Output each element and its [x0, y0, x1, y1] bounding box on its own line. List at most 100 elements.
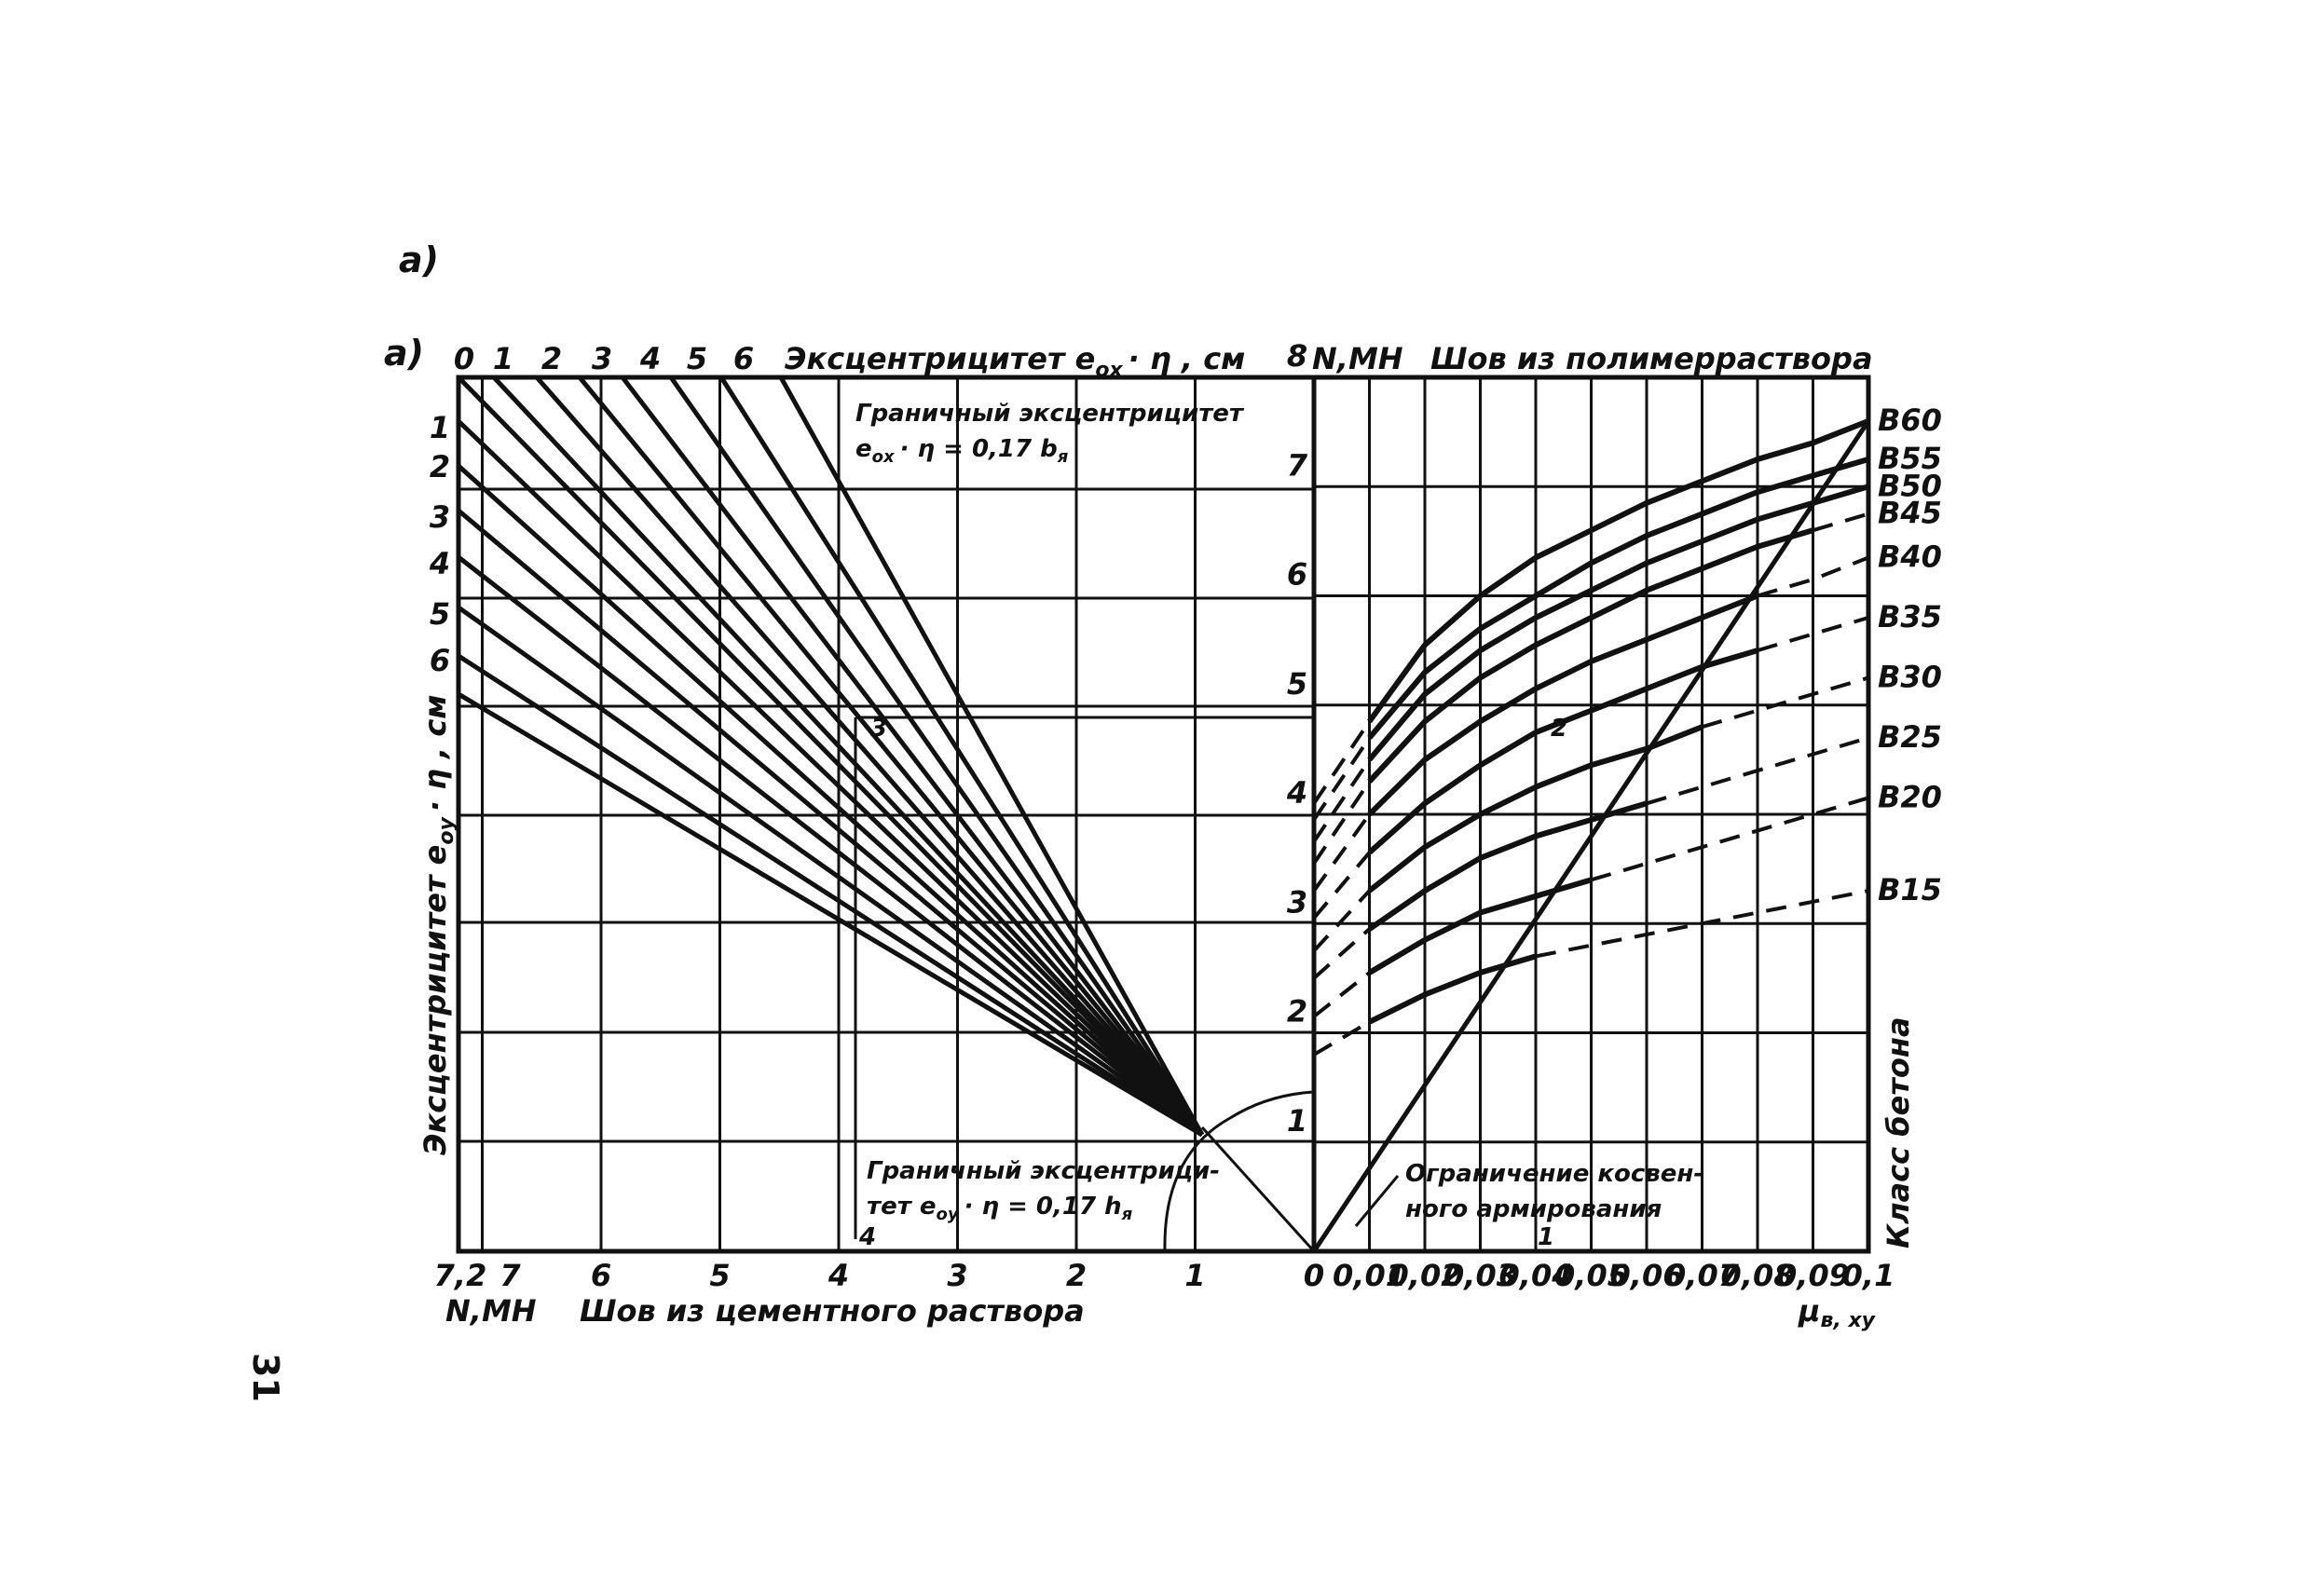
left-ray-top-1 [492, 375, 1204, 1137]
left-ray-top-6 [718, 375, 1205, 1137]
annotation-limit-line2: ного армирования [1405, 1195, 1662, 1223]
top-right-title: Шов из полимерраствора [1430, 341, 1873, 376]
bottom-right-unit-sub: в, ху [1821, 1309, 1877, 1332]
top-left-axis-title-sub: ox [1095, 359, 1123, 382]
right-x-tick-label: 0,02 [1389, 1258, 1462, 1293]
right-y-tick-label: 2 [1287, 994, 1307, 1030]
series-B35-solid [1367, 648, 1758, 855]
series-label-B45: B45 [1878, 496, 1942, 531]
right-x-tick-label: 0 [1304, 1258, 1324, 1293]
series-label-B35: B35 [1878, 599, 1942, 634]
left-boundary-arc [1163, 1090, 1315, 1252]
left-ray-side-3 [457, 555, 1204, 1137]
left-side-tick-label: 3 [430, 499, 450, 535]
top-left-axis-title: Эксцентрицитет eox · η , см [785, 341, 1245, 382]
series-B20-dashed-end [1590, 796, 1869, 882]
annotation-boundary-y-sub2: я [1121, 1205, 1133, 1224]
annotation-boundary-x-sub2: я [1057, 447, 1069, 467]
right-y-tick-label: 1 [1287, 1103, 1307, 1139]
left-top-tick-label: 4 [639, 341, 661, 376]
marker-2: 2 [1551, 715, 1567, 743]
series-B40-dashed-end [1757, 555, 1869, 598]
left-top-tick-label: 2 [541, 341, 562, 376]
series-B35-dashed-start [1312, 851, 1372, 920]
bottom-left-title: Шов из цементного раствора [580, 1293, 1085, 1329]
series-B50-dashed-start [1312, 758, 1372, 843]
right-x-tick-label: 0,06 [1610, 1258, 1684, 1293]
bottom-right-unit-main: μ [1798, 1293, 1821, 1329]
series-B30-dashed-start [1312, 889, 1371, 952]
left-side-tick-label: 4 [429, 546, 450, 581]
left-side-tick-label: 2 [430, 449, 450, 484]
left-vertical-axis-title-sub: oy [435, 816, 458, 845]
right-y-tick-label: 4 [1286, 775, 1307, 811]
left-x-tick-label: 7 [499, 1258, 521, 1293]
series-B25-solid [1367, 800, 1648, 932]
left-side-tick-label: 1 [430, 410, 450, 445]
right-y-tick-label: 7 [1287, 447, 1308, 483]
annotation-boundary-y-sub: oy [936, 1205, 959, 1224]
series-B15-dashed-start [1312, 1020, 1371, 1057]
limit-leader [1354, 1175, 1400, 1227]
series-B50-solid [1367, 484, 1869, 762]
left-side-tick-label: 5 [430, 596, 450, 632]
series-label-B30: B30 [1878, 659, 1942, 694]
annotation-boundary-x-line1: Граничный эксцентрицитет [855, 400, 1245, 428]
right-x-tick-label: 0,1 [1842, 1258, 1895, 1293]
right-y-tick-label: 6 [1287, 557, 1307, 593]
left-top-tick-label: 6 [733, 341, 754, 376]
left-ray-side-lower [457, 691, 1204, 1138]
limit-line [1311, 419, 1871, 1253]
top-left-axis-title-main: Эксцентрицитет e [785, 341, 1095, 376]
left-x-tick-label: 6 [591, 1258, 611, 1293]
series-B25-dashed-start [1312, 927, 1371, 980]
left-x-tick-label: 0 [1304, 1258, 1324, 1293]
series-label-B55: B55 [1878, 441, 1942, 476]
figure-tag: a) [384, 333, 424, 374]
left-ray-top-3 [578, 375, 1204, 1137]
left-side-tick-label: 6 [430, 643, 450, 678]
series-B40-dashed-start [1312, 812, 1372, 893]
left-top-tick-label: 3 [592, 341, 612, 376]
left-vertical-axis-title-main: Эксцентрицитет e [417, 845, 453, 1155]
marker-1: 1 [1538, 1223, 1554, 1251]
series-B40-solid [1367, 593, 1759, 817]
series-B60-dashed-start [1312, 720, 1372, 805]
annotation-boundary-x-sub: ox [872, 447, 896, 467]
right-x-tick-label: 0,08 [1721, 1258, 1795, 1293]
left-x-tick-label: 1 [1184, 1258, 1205, 1293]
left-x-tick-label: 7,2 [434, 1258, 487, 1293]
right-x-tick-label: 0,07 [1665, 1258, 1740, 1293]
right-y-tick-label: 8 [1287, 338, 1307, 374]
series-label-B15: B15 [1878, 872, 1942, 907]
left-vertical-axis-title-tail: · η , см [417, 695, 453, 812]
series-B45-dashed-start [1312, 780, 1372, 865]
left-top-tick-label: 5 [687, 341, 707, 376]
series-B15-solid [1368, 953, 1537, 1025]
left-ray-top-2 [535, 375, 1204, 1137]
left-diagonal-to-origin [1200, 1125, 1316, 1253]
series-B20-dashed-start [1312, 971, 1371, 1018]
right-x-tick-label: 0,09 [1776, 1258, 1850, 1293]
annotation-limit-line1: Ограничение косвен- [1405, 1160, 1703, 1188]
annotation-boundary-y-tail: · η = 0,17 h [964, 1193, 1122, 1221]
annotation-boundary-y-line1: Граничный эксцентрици- [867, 1157, 1220, 1185]
marker-3: 3 [870, 715, 887, 743]
right-vertical-axis-title: Класс бетона [1881, 1016, 1916, 1248]
left-ray-top-7 [778, 375, 1205, 1137]
annotation-boundary-x-tail: · η = 0,17 b [900, 435, 1058, 463]
series-label-B20: B20 [1878, 779, 1942, 814]
series-label-B40: B40 [1878, 539, 1942, 574]
series-B25-dashed-end [1646, 736, 1869, 806]
series-B55-solid [1367, 457, 1869, 740]
series-B30-dashed-end [1701, 675, 1869, 730]
bottom-right-unit: μв, ху [1798, 1293, 1877, 1332]
series-B55-dashed-start [1312, 736, 1372, 821]
left-ray-side-5 [457, 653, 1204, 1138]
top-right-unit: N,MH [1312, 341, 1403, 376]
left-ray-top-0 [457, 375, 1204, 1137]
page-number: 31 [245, 1353, 286, 1402]
left-ray-top-5 [668, 375, 1205, 1137]
